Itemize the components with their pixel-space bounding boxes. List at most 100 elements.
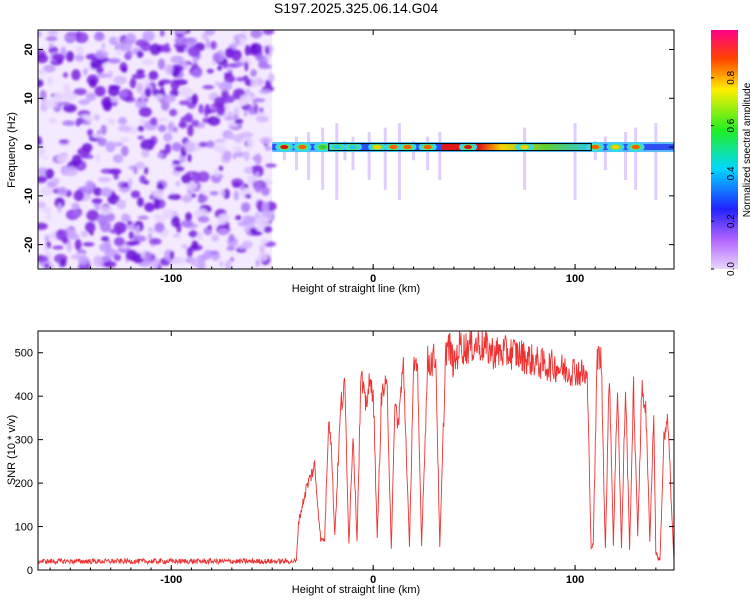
noise-blob [219,213,230,223]
noise-blob [93,31,105,42]
noise-blob [258,89,272,94]
noise-blob [66,240,72,253]
noise-blob [97,213,107,226]
noise-blob [40,187,53,196]
noise-blob [137,135,145,140]
noise-blob [257,156,262,165]
noise-blob [110,96,118,103]
noise-blob [250,43,263,54]
noise-blob [113,75,127,85]
noise-blob [64,31,76,44]
noise-blob [94,85,106,97]
noise-blob [136,69,145,75]
noise-blob [135,161,145,170]
noise-blob [191,68,203,78]
noise-blob [173,233,181,238]
noise-blob [250,69,257,78]
peak-marker [591,145,600,150]
peak-marker [348,145,357,150]
noise-blob [58,139,69,144]
noise-blob [186,247,193,258]
noise-blob [187,153,192,163]
noise-blob [38,68,46,76]
noise-blob [38,201,47,209]
noise-blob [143,180,150,185]
noise-blob [100,236,110,242]
noise-blob [75,119,81,127]
noise-blob [234,37,241,46]
noise-blob [44,234,50,243]
noise-blob [63,103,77,113]
figure-title: S197.2025.325.06.14.G04 [274,0,438,16]
noise-blob [236,245,251,250]
noise-blob [151,258,159,269]
noise-blob [149,43,161,56]
noise-blob [102,100,112,112]
noise-blob [121,66,128,73]
noise-blob [173,126,178,133]
noise-blob [43,64,56,73]
noise-blob [174,36,188,46]
snr-frame [37,330,675,571]
noise-blob [157,117,167,123]
noise-blob [226,245,235,251]
noise-blob [189,229,198,238]
noise-blob [139,118,146,125]
noise-blob [240,202,251,213]
noise-blob [128,231,135,240]
noise-blob [161,94,176,103]
peak-marker [611,145,620,150]
noise-blob [223,115,237,121]
noise-blob [214,138,227,143]
noise-blob [164,64,174,75]
noise-blob [251,165,262,171]
noise-blob [78,255,89,266]
noise-blob [168,108,178,117]
spectral-streak [367,132,371,181]
noise-blob [53,92,64,103]
noise-blob [234,118,244,125]
noise-blob [59,101,71,106]
noise-blob [136,84,142,92]
noise-region [38,30,277,269]
noise-blob [218,165,224,172]
noise-blob [148,74,158,81]
noise-blob [243,150,250,162]
y-tick-label: 20 [23,43,35,55]
noise-blob [120,213,131,222]
noise-blob [73,190,85,202]
noise-blob [191,240,199,249]
noise-blob [220,189,226,197]
spectral-streak [634,127,638,190]
noise-blob [205,140,215,148]
y-tick-label: 100 [15,522,33,534]
colorbar-tick-label: 0.8 [726,70,737,84]
snr-y-axis-label: SNR (10 * v/v) [6,415,18,485]
spectral-streak [307,132,311,181]
noise-blob [252,98,266,103]
spectral-streak [397,123,401,200]
noise-blob [235,77,248,82]
spectral-streak [383,127,387,190]
noise-blob [261,186,270,196]
band-outline [328,143,592,152]
noise-blob [187,124,194,137]
noise-blob [84,180,95,193]
colorbar-tick-label: 0.2 [726,214,737,228]
noise-blob [264,45,270,55]
noise-blob [38,175,48,183]
colorbar-tick-label: 0.0 [726,262,737,276]
noise-blob [45,36,58,42]
noise-blob [256,252,269,262]
noise-blob [137,197,144,207]
noise-blob [104,212,115,222]
noise-blob [127,50,133,58]
noise-blob [74,32,89,44]
noise-blob [42,155,49,160]
noise-blob [73,209,81,217]
x-tick-label: 0 [370,574,376,586]
noise-blob [141,58,154,66]
noise-blob [207,115,221,126]
y-tick-label: 400 [15,391,33,403]
peak-marker [403,145,412,150]
